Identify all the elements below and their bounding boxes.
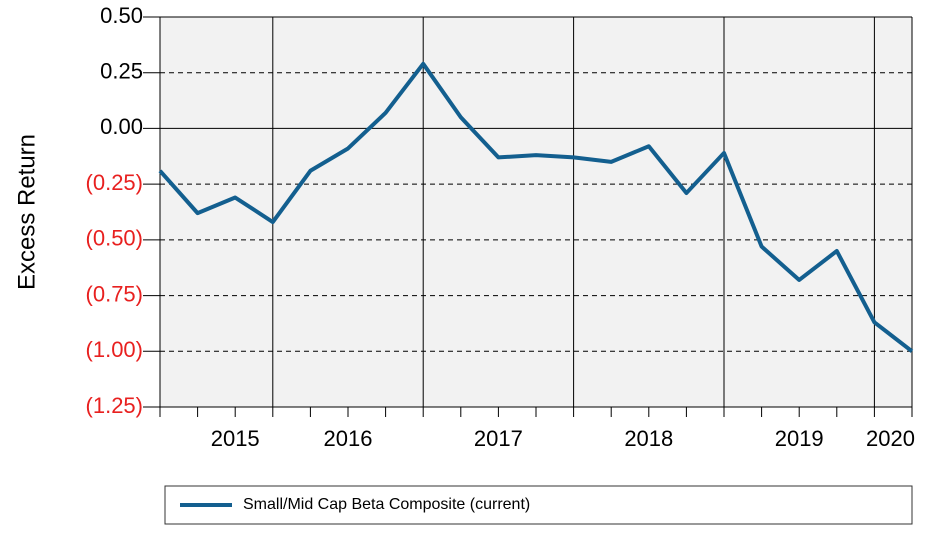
y-tick-label: 0.00 [100,114,143,139]
y-tick-label: 0.50 [100,3,143,28]
data-line [158,61,914,353]
x-tick-label: 2016 [324,426,373,451]
x-tick-label: 2015 [211,426,260,451]
y-tick-label: (0.25) [86,170,143,195]
y-axis-label: Excess Return [13,134,40,290]
y-tick-label: (1.25) [86,393,143,418]
legend-box [164,485,913,525]
x-tick-label: 2017 [474,426,523,451]
y-tick-label: (0.50) [86,226,143,251]
y-tick-label: (1.00) [86,337,143,362]
x-tick-label: 2018 [624,426,673,451]
x-tick-label: 2020 [866,426,915,451]
plot-area [160,17,912,407]
y-tick-label: (0.75) [86,281,143,306]
x-tick-label: 2019 [775,426,824,451]
legend-label: Small/Mid Cap Beta Composite (current) [243,496,530,513]
y-tick-label: 0.25 [100,59,143,84]
